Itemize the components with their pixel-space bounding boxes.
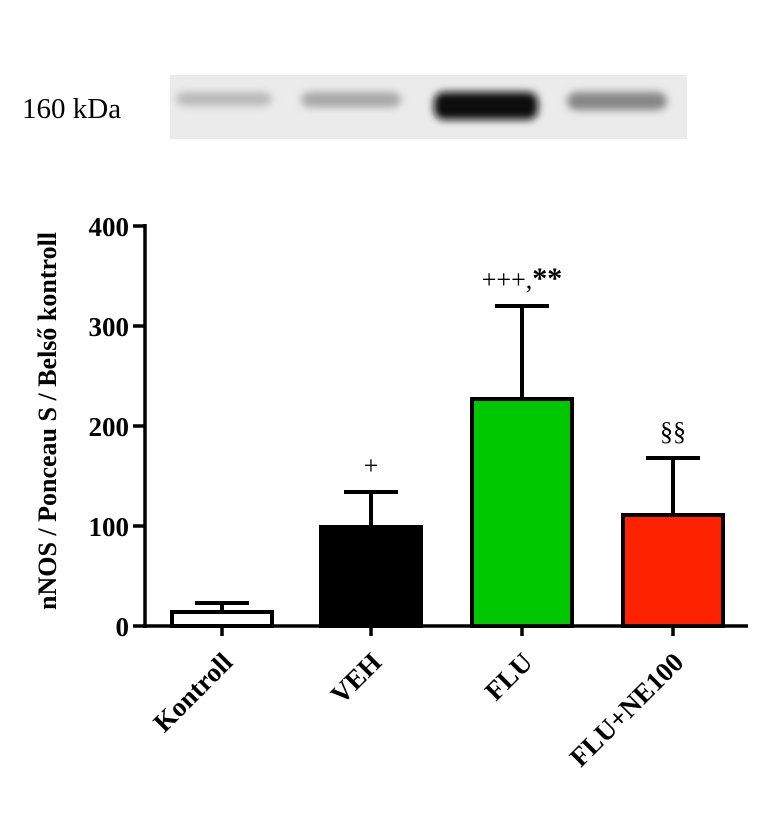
y-tick-label: 200 — [89, 412, 130, 442]
bar-flu — [470, 397, 574, 628]
blot-band-2 — [301, 92, 401, 108]
blot-band-1 — [176, 92, 272, 106]
y-axis: 0 100 200 300 400 — [89, 212, 147, 642]
blot-lanes — [176, 92, 667, 120]
bars — [170, 304, 725, 628]
significance-annotations: + +++,** §§ — [364, 262, 686, 480]
blot-band-3 — [434, 92, 538, 120]
blot-band-4 — [567, 92, 667, 111]
bar-flu-ne100 — [621, 513, 725, 628]
significance-label: + — [364, 451, 379, 480]
significance-bold: ** — [532, 262, 562, 295]
bar-veh — [319, 525, 423, 628]
x-tick-label: FLU+NE100 — [564, 647, 689, 772]
significance-plain: +++, — [482, 265, 533, 294]
y-axis-label: nNOS / Ponceau S / Belső kontroll — [33, 232, 62, 610]
y-tick-label: 100 — [89, 512, 130, 542]
y-tick-label: 0 — [116, 612, 130, 642]
y-tick-label: 400 — [89, 212, 130, 242]
significance-label: +++,** — [482, 262, 563, 295]
blot-size-label: 160 kDa — [22, 93, 121, 125]
western-blot-panel: 160 kDa — [22, 75, 687, 139]
x-axis: Kontroll VEH FLU FLU+NE100 — [143, 624, 748, 772]
significance-label: §§ — [660, 417, 686, 446]
significance-plain: + — [364, 451, 379, 480]
bar-chart: nNOS / Ponceau S / Belső kontroll 0 100 20… — [33, 212, 748, 772]
bar-kontroll — [170, 610, 274, 628]
significance-plain: §§ — [660, 417, 686, 446]
x-tick-label: Kontroll — [147, 647, 238, 738]
x-tick-label: FLU — [479, 647, 538, 706]
x-tick-label: VEH — [325, 647, 388, 710]
y-tick-label: 300 — [89, 312, 130, 342]
